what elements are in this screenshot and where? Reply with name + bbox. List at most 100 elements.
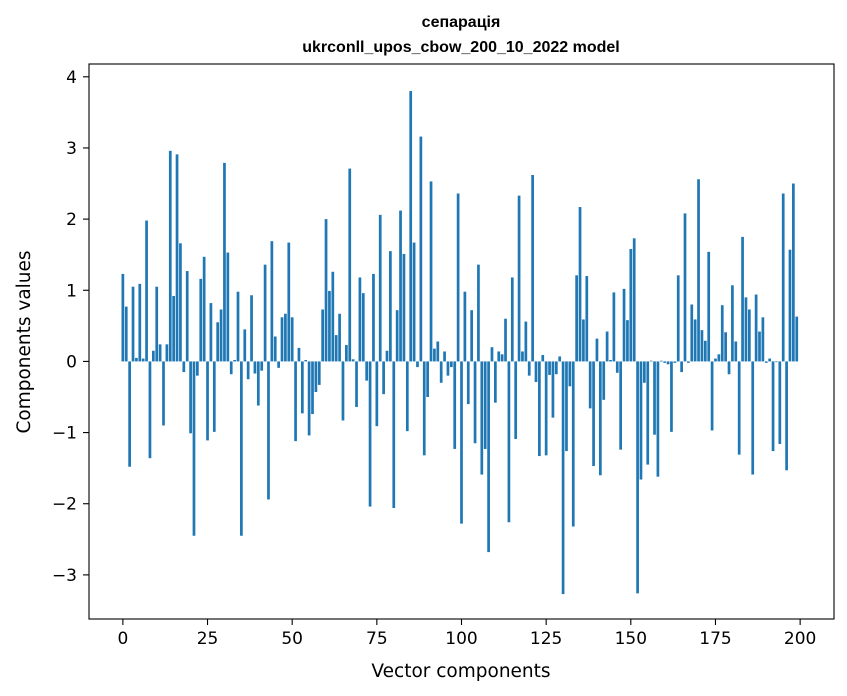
bar [724, 332, 727, 362]
bar [747, 309, 751, 362]
bar [497, 351, 501, 362]
bar [311, 361, 314, 415]
bar [226, 252, 230, 362]
bar [256, 361, 260, 406]
bar [609, 360, 612, 362]
bar [263, 264, 267, 362]
bar [446, 361, 450, 376]
bar [284, 313, 287, 362]
bar [683, 213, 687, 362]
bar [436, 341, 440, 362]
bar [582, 319, 585, 362]
bar [717, 354, 721, 362]
x-tick-label: 50 [281, 629, 303, 649]
bar [135, 357, 138, 362]
y-axis-label: Components values [14, 250, 35, 433]
bar [416, 361, 419, 368]
bar [771, 361, 775, 452]
bar [697, 179, 700, 362]
bar [565, 361, 568, 452]
bar [314, 361, 318, 393]
bar [538, 361, 541, 457]
bar [788, 249, 792, 362]
bar [622, 288, 626, 362]
bar [453, 361, 457, 449]
bar [365, 361, 369, 381]
bar [727, 361, 731, 375]
bar [260, 361, 264, 371]
bar [775, 361, 778, 363]
bar [175, 154, 179, 362]
bar [629, 249, 633, 362]
bar [575, 275, 578, 362]
bar [236, 291, 240, 362]
bar [300, 361, 304, 414]
x-tick-label: 25 [197, 629, 219, 649]
bar [754, 294, 758, 362]
bar [463, 291, 467, 362]
bar [480, 361, 484, 475]
bar [355, 361, 358, 407]
bar [527, 361, 531, 376]
bar [433, 348, 436, 362]
bar [304, 360, 308, 362]
bar [720, 305, 724, 362]
bar [568, 361, 572, 387]
bar [670, 361, 673, 432]
bar [561, 361, 565, 595]
x-axis-label: Vector components [371, 661, 550, 682]
x-tick-label: 150 [615, 629, 647, 649]
bar [781, 193, 785, 362]
bar [297, 347, 301, 362]
bar [636, 361, 639, 594]
bar [341, 361, 345, 421]
bar [382, 361, 385, 395]
bar [182, 361, 186, 373]
bar [273, 336, 277, 362]
bar [233, 360, 236, 362]
bar [345, 345, 348, 362]
bar [151, 350, 155, 362]
bar [785, 361, 788, 471]
bar [209, 303, 213, 362]
bar [473, 361, 477, 444]
bar [145, 220, 148, 362]
bar [666, 361, 670, 365]
bar [321, 309, 325, 362]
bar [419, 136, 423, 362]
bar [324, 219, 328, 362]
bar [250, 295, 253, 362]
bar [768, 358, 772, 362]
bar [246, 361, 250, 380]
bar [334, 335, 338, 362]
bar [162, 361, 165, 426]
bar [605, 331, 609, 362]
bar [229, 361, 233, 375]
plot-frame [88, 63, 835, 620]
bars [121, 91, 799, 595]
bar [534, 361, 538, 383]
bar [328, 290, 331, 362]
bar [399, 210, 402, 362]
x-tick-label: 0 [117, 629, 128, 649]
bar [571, 361, 575, 527]
bar [317, 361, 321, 385]
bar [619, 361, 623, 450]
bar [693, 319, 697, 362]
bar [643, 361, 646, 383]
bar [744, 297, 748, 362]
bar [615, 361, 619, 373]
bar [632, 238, 636, 362]
bar [138, 283, 142, 362]
bar [731, 285, 734, 362]
bar [422, 361, 426, 456]
y-tick-label: −2 [52, 495, 77, 515]
bar [714, 358, 717, 362]
bar [792, 183, 795, 362]
bar [504, 318, 507, 362]
bar [592, 361, 595, 467]
bar [240, 361, 243, 536]
bar [531, 175, 534, 362]
bar [741, 236, 744, 362]
chart-title: сепарація [422, 14, 501, 31]
